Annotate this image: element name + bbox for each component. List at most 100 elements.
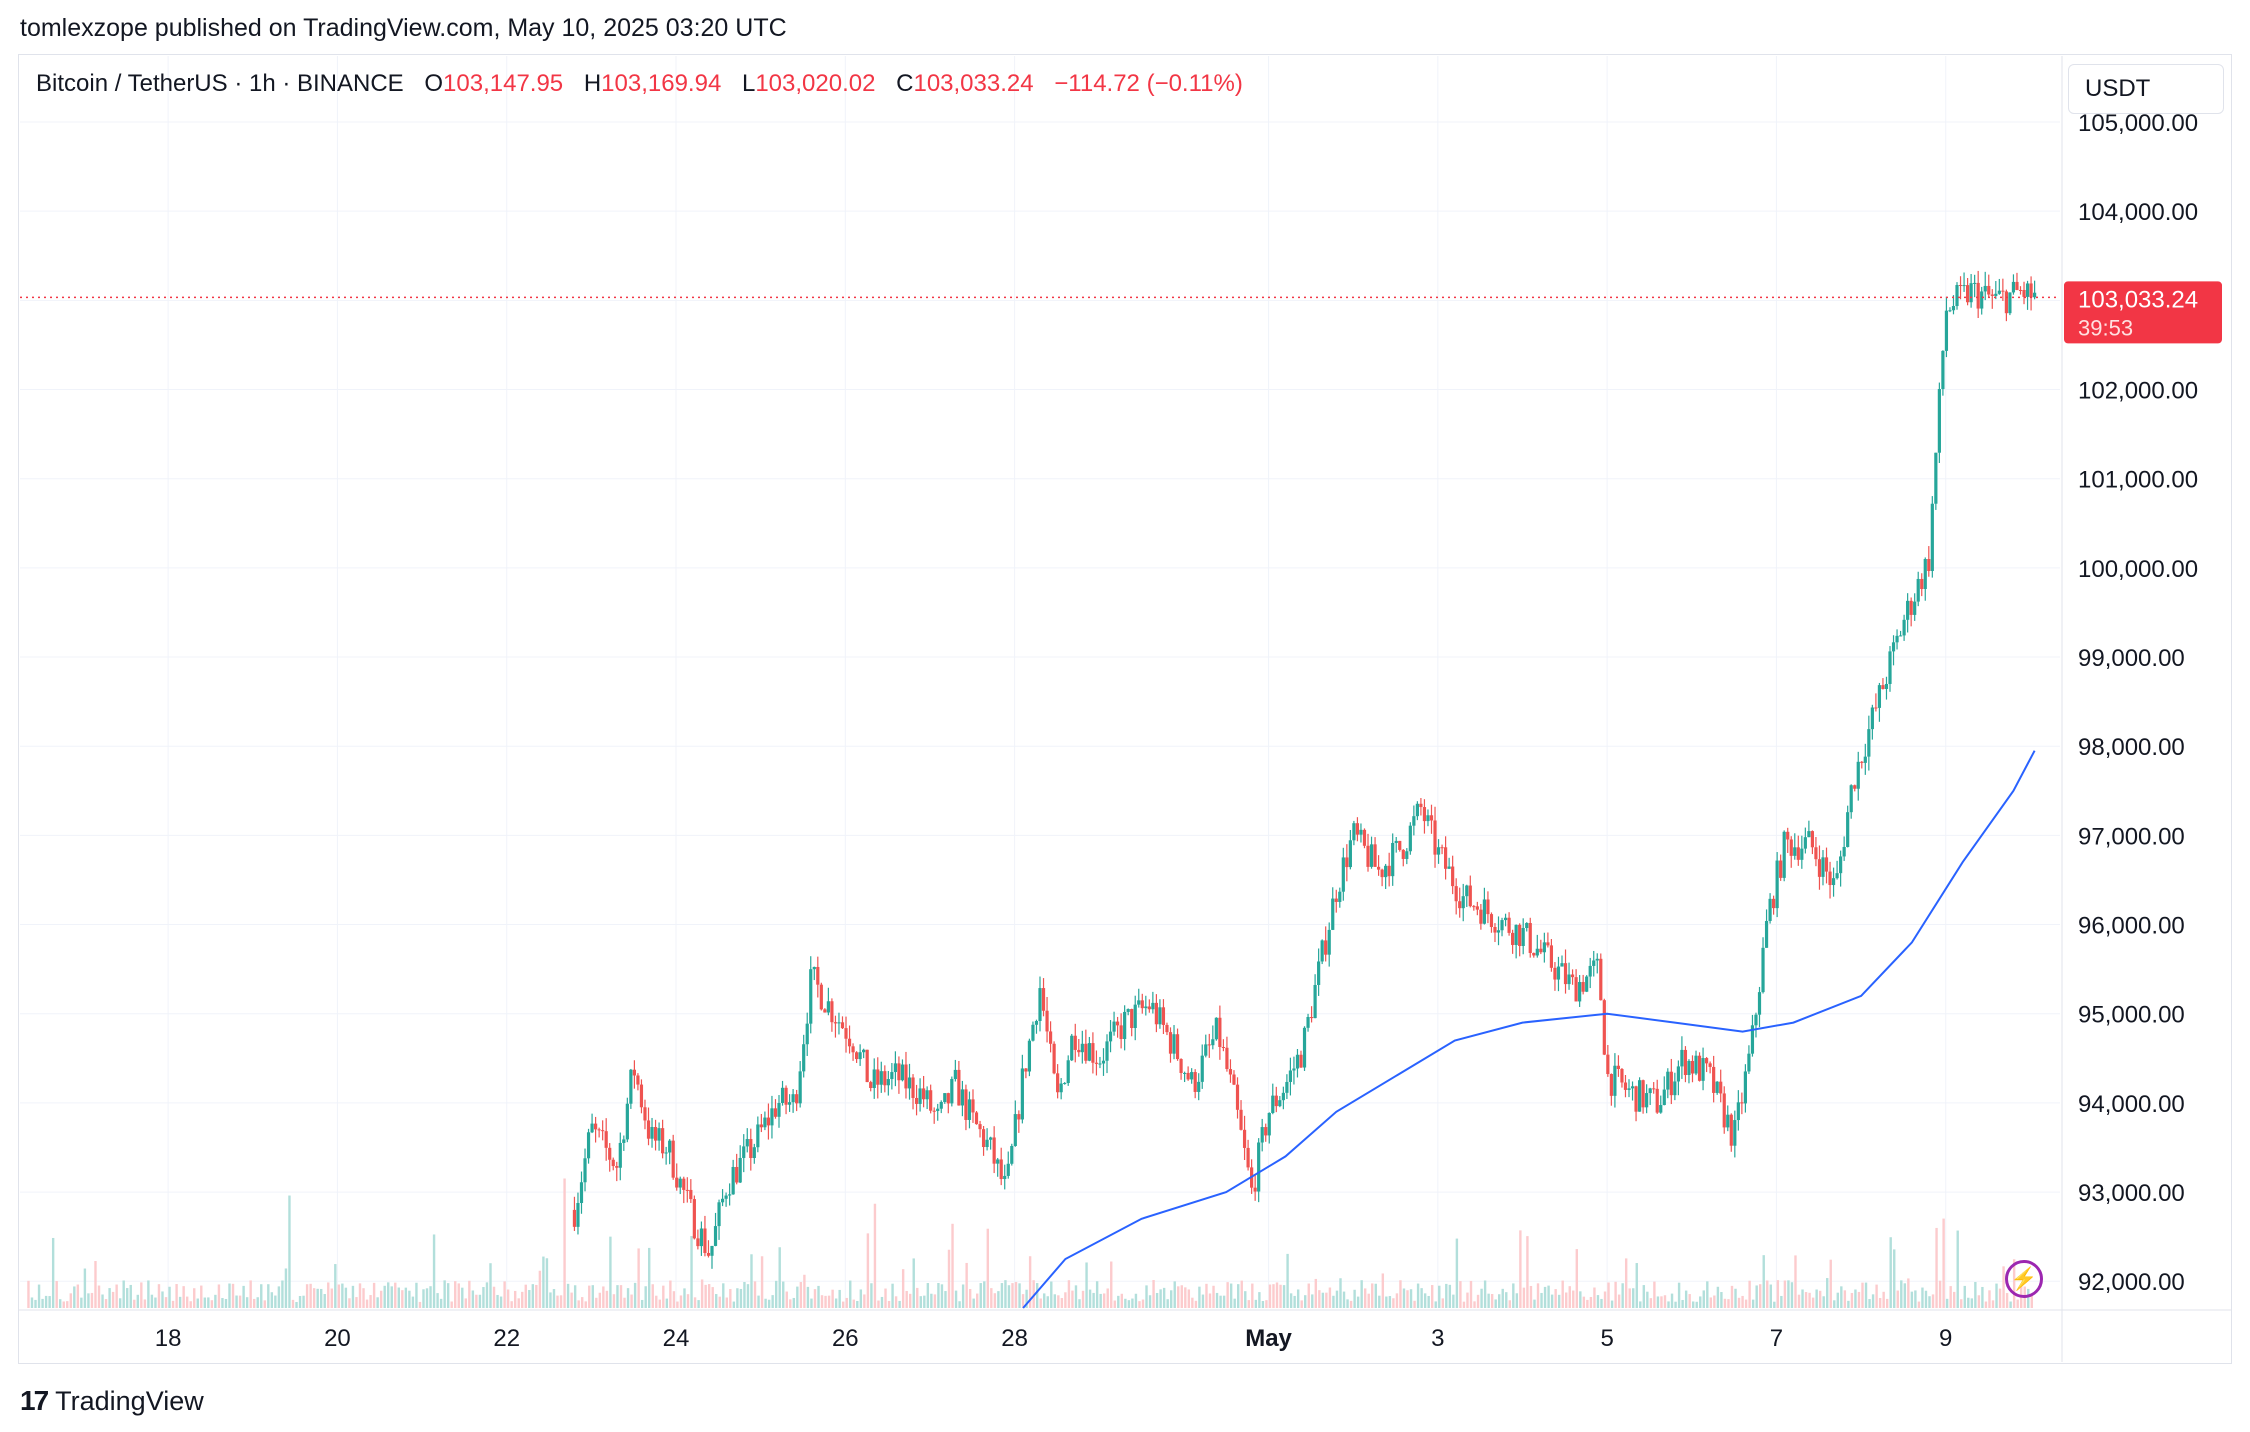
candle xyxy=(816,956,820,998)
candle-body xyxy=(1704,1058,1709,1064)
volume-bar xyxy=(1004,1280,1007,1308)
candle xyxy=(1941,350,1945,396)
candle-body xyxy=(1546,942,1550,946)
candle-body xyxy=(1990,294,1994,296)
candle xyxy=(671,1134,675,1180)
candle-body xyxy=(1849,785,1853,813)
candle xyxy=(812,966,816,981)
candle xyxy=(699,1221,704,1256)
candle-body xyxy=(1750,1025,1755,1054)
candle-body xyxy=(2011,281,2016,293)
candle xyxy=(770,1095,774,1139)
candle-body xyxy=(1260,1127,1264,1143)
volume-bar xyxy=(224,1298,228,1308)
volume-bar xyxy=(1607,1282,1610,1308)
candle-body xyxy=(1895,635,1899,643)
volume-bar xyxy=(817,1285,820,1308)
volume-bar xyxy=(62,1301,65,1308)
volume-bar xyxy=(1311,1294,1314,1308)
candle-body xyxy=(943,1093,947,1103)
volume-bar xyxy=(1889,1237,1892,1308)
y-tick-label: 93,000.00 xyxy=(2078,1180,2185,1207)
candle-body xyxy=(932,1110,936,1112)
candle xyxy=(1098,1056,1102,1069)
candle-body xyxy=(1500,920,1504,931)
candle-body xyxy=(1839,856,1843,874)
candle xyxy=(1144,995,1148,1016)
candle xyxy=(925,1086,929,1110)
volume-bar xyxy=(789,1299,792,1308)
candle-body xyxy=(823,1009,827,1013)
volume-bar xyxy=(312,1288,316,1308)
candle xyxy=(1814,836,1818,867)
candle-body xyxy=(1444,847,1448,869)
candle xyxy=(1066,1055,1070,1086)
candle-body xyxy=(1955,284,1959,307)
candle-body xyxy=(960,1089,965,1106)
candle-body xyxy=(692,1199,696,1239)
candle xyxy=(1623,1074,1628,1098)
volume-bar xyxy=(750,1254,753,1308)
volume-bar xyxy=(2005,1293,2009,1308)
candle xyxy=(847,1025,852,1054)
volume-bar xyxy=(1215,1292,1219,1308)
volume-bar xyxy=(1430,1285,1434,1308)
candle-body xyxy=(1073,1035,1077,1050)
candle-body xyxy=(939,1102,943,1109)
candle xyxy=(752,1143,756,1164)
candle-body xyxy=(1697,1055,1702,1081)
volume-bar xyxy=(295,1301,298,1308)
volume-bar xyxy=(1219,1295,1222,1308)
candle-body xyxy=(1359,829,1363,835)
volume-bar xyxy=(404,1287,408,1308)
candle-body xyxy=(622,1139,626,1143)
candle-body xyxy=(1680,1049,1684,1067)
candle-body xyxy=(1154,1002,1158,1025)
volume-bar xyxy=(1261,1301,1265,1308)
candle xyxy=(1570,969,1575,985)
volume-bar xyxy=(1406,1290,1409,1308)
candle xyxy=(1937,382,1941,464)
volume-bar xyxy=(1773,1301,1776,1308)
volume-bar xyxy=(1596,1295,1600,1308)
candle-body xyxy=(862,1049,866,1053)
lightning-icon[interactable]: ⚡ xyxy=(2005,1260,2043,1298)
volume-bar xyxy=(1318,1290,1321,1308)
volume-bar xyxy=(563,1178,566,1308)
candle-body xyxy=(837,1022,841,1024)
candle-body xyxy=(1948,310,1952,312)
x-tick-label: 24 xyxy=(663,1325,690,1352)
candle xyxy=(1493,923,1497,943)
candle xyxy=(1147,999,1151,1013)
candle-body xyxy=(893,1063,897,1073)
candle xyxy=(1729,1113,1733,1152)
volume-bar xyxy=(1568,1286,1571,1308)
candle-body xyxy=(1740,1102,1744,1104)
volume-bar xyxy=(362,1288,365,1308)
candle-body xyxy=(1123,1011,1127,1040)
candle xyxy=(2008,292,2012,316)
candle-body xyxy=(720,1198,725,1203)
candle-body xyxy=(1690,1060,1695,1074)
candle xyxy=(1133,995,1137,1041)
volume-bar xyxy=(1550,1294,1554,1308)
candle xyxy=(1704,1057,1709,1073)
candle xyxy=(1338,887,1342,908)
volume-bar xyxy=(1540,1292,1543,1308)
candle xyxy=(696,1229,700,1250)
candle xyxy=(1482,887,1486,925)
volume-bar xyxy=(1229,1283,1233,1308)
candle-body xyxy=(1535,948,1539,956)
volume-bar xyxy=(111,1291,115,1308)
candle-body xyxy=(1627,1088,1631,1090)
candle xyxy=(932,1107,936,1124)
candle xyxy=(1232,1070,1236,1086)
candle xyxy=(1807,820,1811,838)
volume-bar xyxy=(475,1294,478,1308)
currency-selector[interactable]: USDT xyxy=(2068,64,2224,114)
candle-body xyxy=(1228,1069,1233,1075)
volume-bar xyxy=(968,1289,972,1308)
candle xyxy=(1715,1081,1719,1095)
volume-bar xyxy=(1381,1273,1385,1308)
